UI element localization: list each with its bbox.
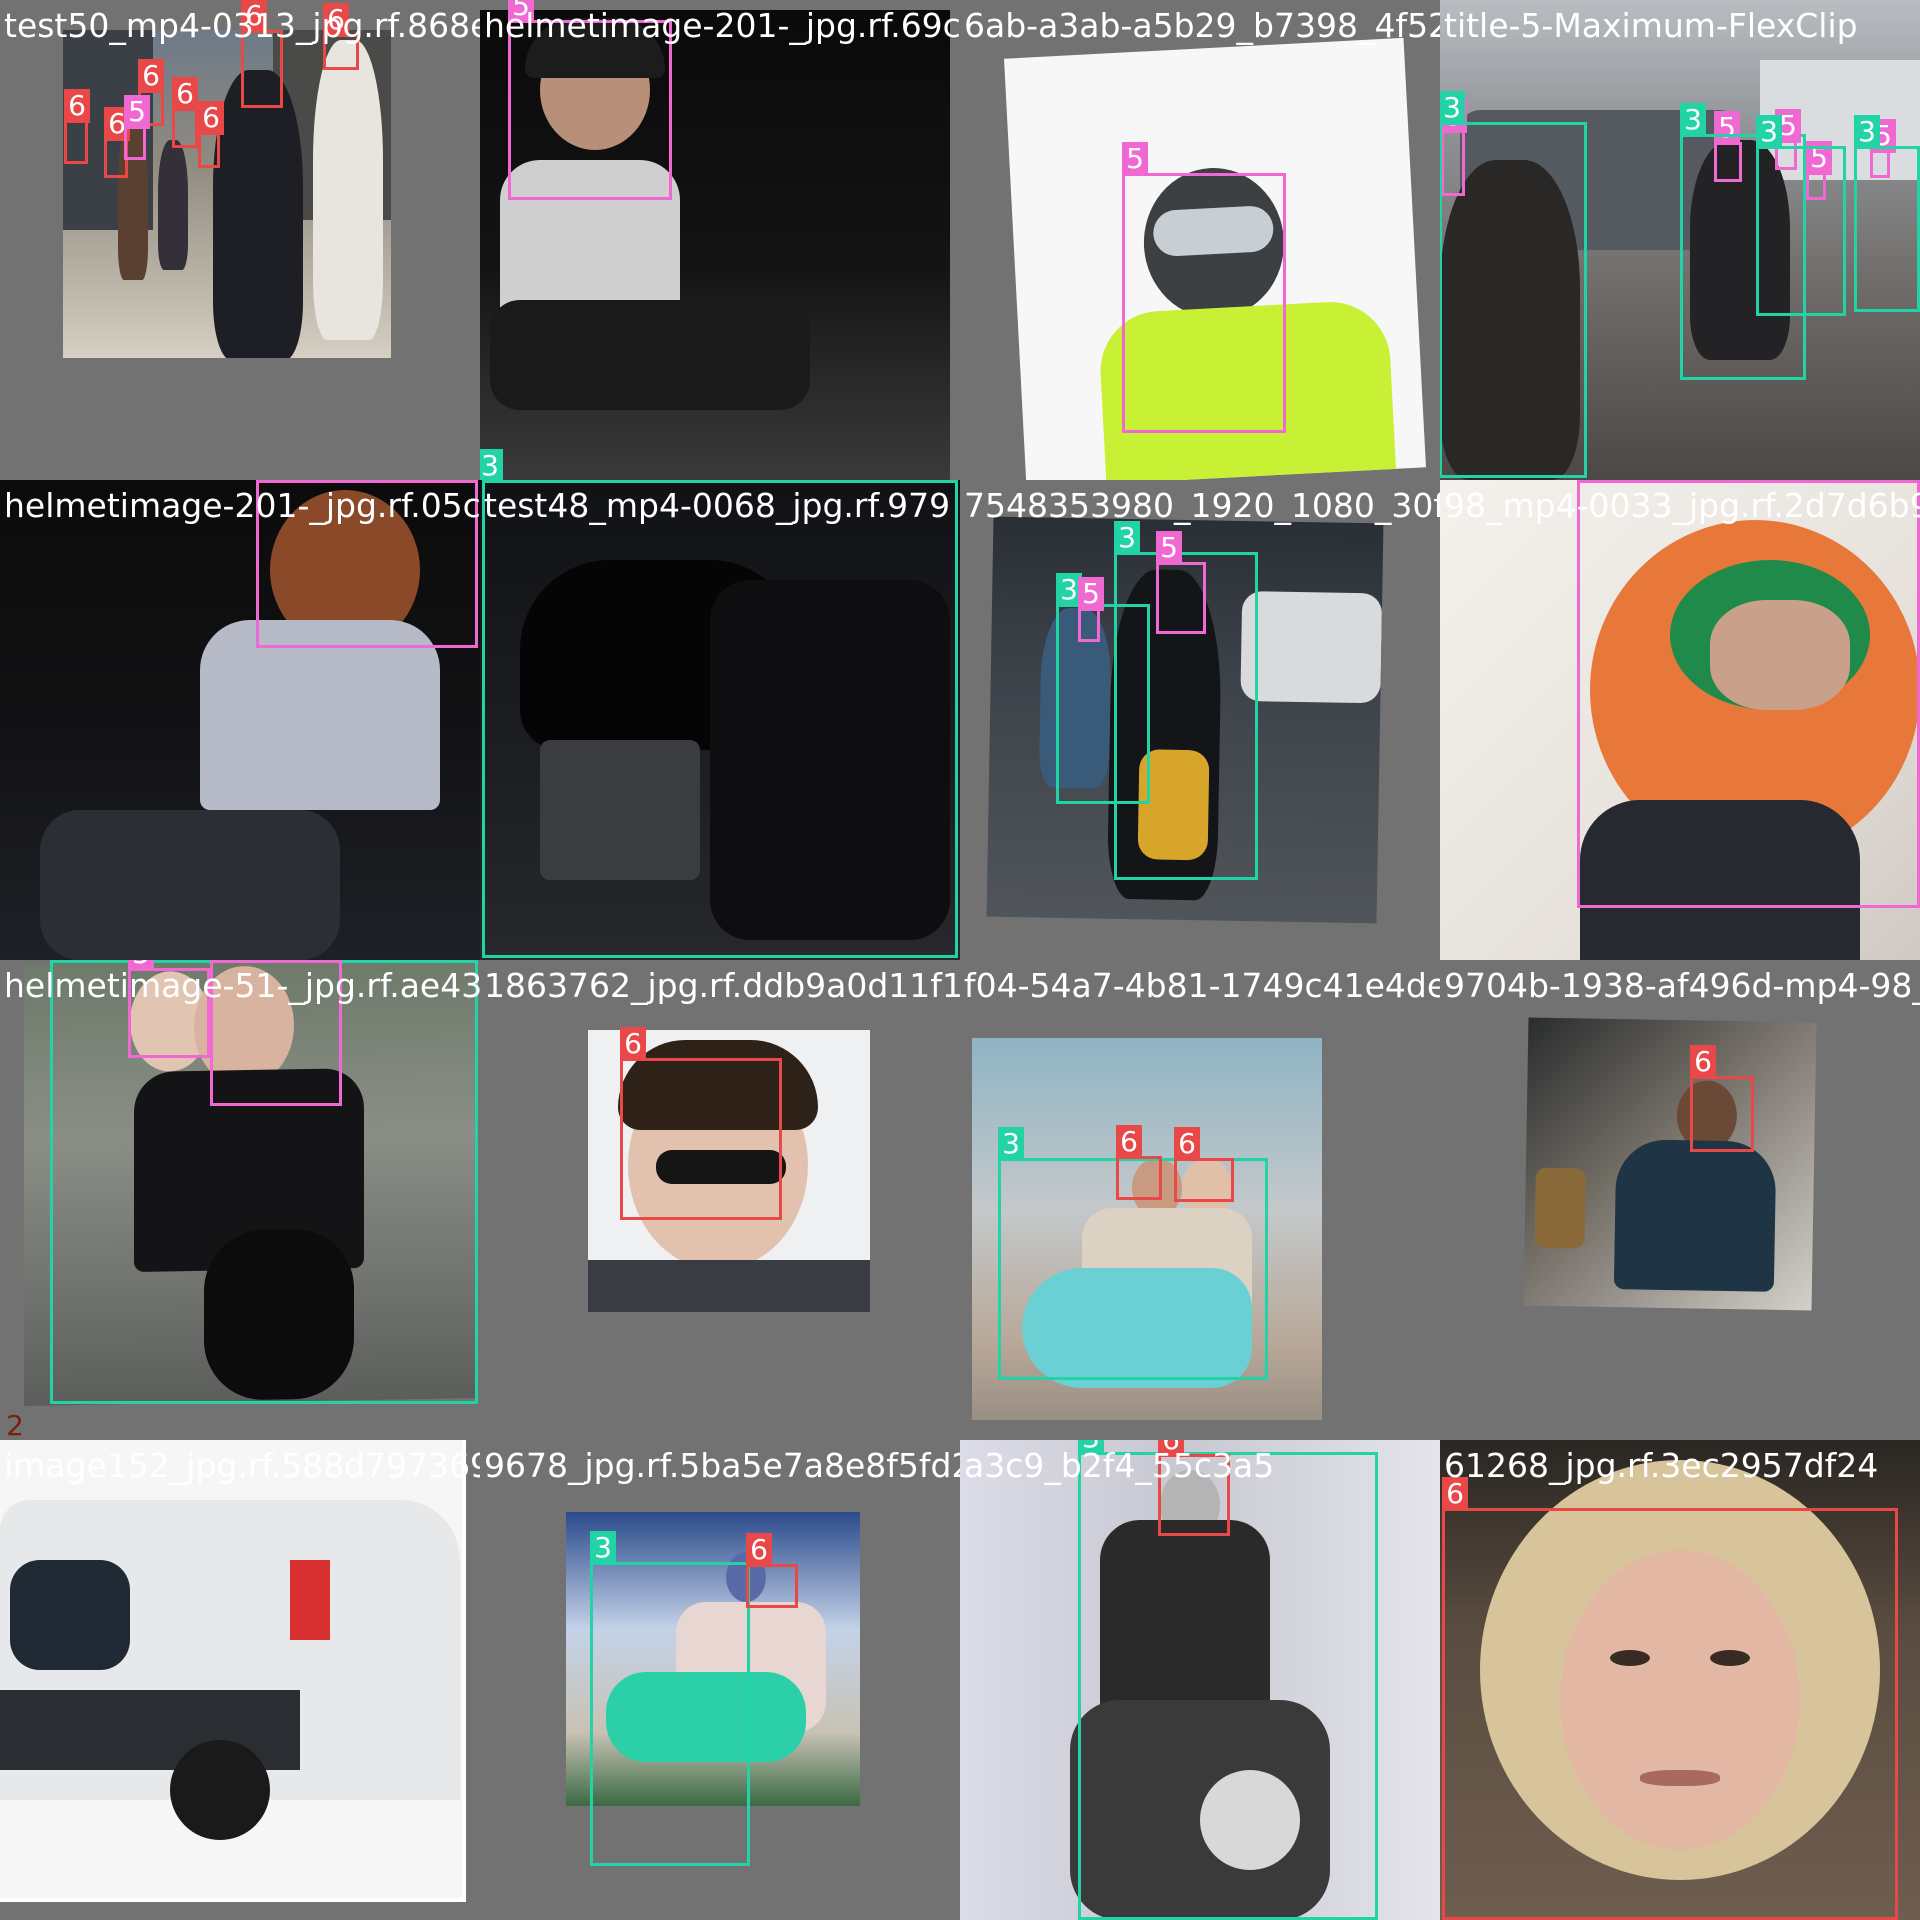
detection-box: 5: [128, 960, 210, 1058]
class-label: 6: [1116, 1125, 1142, 1159]
class-label: 3: [998, 1127, 1024, 1161]
detection-box: 6: [1158, 1440, 1230, 1536]
detection-box: 3: [1680, 103, 1806, 380]
class-label: 3: [1114, 521, 1140, 555]
tile-7: 5 98_mp4-0033_jpg.rf.2d7d6b9f: [1440, 480, 1920, 960]
class-label: 6: [1442, 1477, 1468, 1511]
tile-13: 3 6 9678_jpg.rf.5ba5e7a8e8f5fd208: [480, 1440, 960, 1920]
detection-box: 6: [746, 1533, 798, 1608]
tile-6: 3 5 3 5 7548353980_1920_1080_30fps: [960, 480, 1440, 960]
class-label: 5: [1577, 480, 1603, 483]
detection-box: 3: [1056, 573, 1150, 804]
class-label: 5: [124, 95, 150, 129]
image-filename: 9678_jpg.rf.5ba5e7a8e8f5fd208: [484, 1446, 960, 1485]
detection-box: 3: [1114, 521, 1258, 880]
class-label: 6: [172, 77, 198, 111]
class-label: 3: [1440, 91, 1465, 125]
tile-8: 3 5 5 2 helmetimage-51-_jpg.rf.ae43fc385…: [0, 960, 480, 1440]
tile-4: 5 helmetimage-201-_jpg.rf.05c: [0, 480, 480, 960]
tile-photo: [960, 1440, 1440, 1920]
class-label: 3: [1854, 115, 1880, 149]
detection-box: 5: [1078, 577, 1104, 642]
class-label: 6: [241, 0, 267, 33]
detection-box: 3: [482, 480, 958, 958]
detection-box: 3: [998, 1127, 1268, 1380]
class-label: 3: [590, 1531, 616, 1565]
class-label: 5: [1078, 577, 1104, 611]
tile-photo: [0, 480, 480, 960]
detection-box: 5: [210, 960, 342, 1106]
class-label: 6: [1690, 1045, 1716, 1079]
class-label: 3: [480, 449, 503, 480]
tile-1: 5 3 helmetimage-201-_jpg.rf.69c24e4381a5…: [480, 0, 960, 480]
image-filename: 1863762_jpg.rf.ddb9a0d11f18: [484, 966, 960, 1005]
class-label: 6: [323, 3, 349, 37]
detection-box: 3: [590, 1531, 750, 1866]
tile-photo: [0, 1440, 466, 1902]
tile-12: image152_jpg.rf.588d79736978: [0, 1440, 480, 1920]
tile-11: 6 9704b-1938-af496d-mp4-98_jpg: [1440, 960, 1920, 1440]
detection-box: 6: [64, 89, 90, 164]
tile-9: 6 1863762_jpg.rf.ddb9a0d11f18: [480, 960, 960, 1440]
class-label: 3: [50, 960, 76, 963]
detection-box: 5: [508, 0, 672, 200]
tile-photo: [1440, 1440, 1920, 1920]
tile-10: 3 6 6 f04-54a7-4b81-1749c41e4de: [960, 960, 1440, 1440]
class-label: 5: [210, 960, 236, 963]
image-filename: 9704b-1938-af496d-mp4-98_jpg: [1444, 966, 1920, 1005]
class-label: 3: [1078, 1440, 1104, 1455]
detection-box: 3: [1078, 1440, 1378, 1920]
class-label: 3: [1756, 115, 1782, 149]
class-label: 2: [6, 1409, 24, 1440]
detection-box: 6: [323, 3, 359, 70]
class-label: 5: [1156, 531, 1182, 565]
tile-photo: [1523, 1017, 1817, 1311]
tile-photo: [588, 1030, 870, 1312]
class-label: 3: [1680, 103, 1706, 137]
detection-box: 3: [1756, 115, 1846, 316]
detection-box: 6: [1690, 1045, 1754, 1152]
class-label: 6: [64, 89, 90, 123]
detection-box: 6: [198, 101, 224, 168]
detection-box: 5: [124, 95, 150, 160]
detection-box: 5: [256, 480, 478, 648]
class-label: 6: [1174, 1127, 1200, 1161]
class-label: 6: [138, 59, 164, 93]
tile-5: 3 test48_mp4-0068_jpg.rf.979: [480, 480, 960, 960]
tile-2: 5 6ab-a3ab-a5b29_b7398_4f52_8ad1: [960, 0, 1440, 480]
tile-14: 3 6 a3c9_b2f4_55c3a5: [960, 1440, 1440, 1920]
class-label: 6: [198, 101, 224, 135]
detection-box: 3: [1440, 91, 1587, 478]
detection-box: 5: [1577, 480, 1920, 908]
tile-photo: [972, 1038, 1322, 1420]
tile-photo: [1440, 480, 1920, 960]
detection-box: 6: [1174, 1127, 1234, 1202]
class-label: 5: [256, 480, 282, 483]
detection-box: 6: [172, 77, 198, 148]
detection-box: 3: [1854, 115, 1920, 312]
class-label: 3: [1056, 573, 1082, 607]
detection-box: 6: [1116, 1125, 1162, 1200]
detection-box: 6: [1442, 1477, 1898, 1920]
detection-box: 5: [1156, 531, 1206, 634]
detection-box: 5: [1122, 142, 1286, 433]
tile-photo: [480, 480, 960, 960]
tile-photo: [480, 10, 950, 480]
detection-box: 6: [620, 1027, 782, 1220]
class-label: 6: [620, 1027, 646, 1061]
tile-photo: [63, 30, 391, 358]
class-label: 6: [1158, 1440, 1184, 1457]
class-label: 5: [508, 0, 534, 23]
class-label: 6: [746, 1533, 772, 1567]
tile-15: 6 61268_jpg.rf.3ec2957df24: [1440, 1440, 1920, 1920]
tile-0: 6 6 6 6 6 6 6 5 test50_mp4-0313_jpg.rf.8…: [0, 0, 480, 480]
class-label: 3: [482, 480, 508, 483]
image-filename: f04-54a7-4b81-1749c41e4de: [964, 966, 1440, 1005]
detection-box: 6: [241, 0, 283, 108]
class-label: 5: [1122, 142, 1148, 176]
class-label: 5: [128, 960, 154, 971]
tile-3: 5 3 5 3 5 5 3 5 3 title-5-Maximum-FlexCl…: [1440, 0, 1920, 480]
